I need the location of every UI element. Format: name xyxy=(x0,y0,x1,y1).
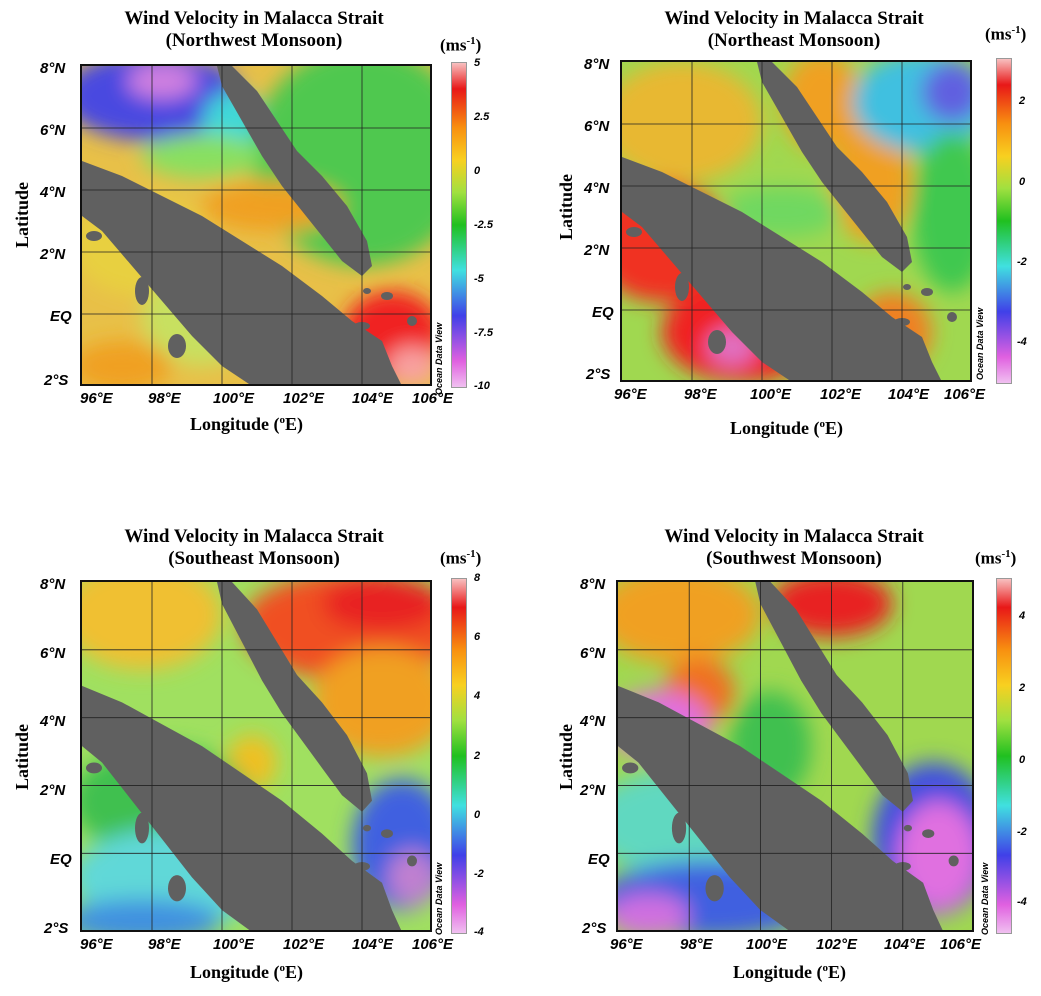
y-axis-label: Latitude xyxy=(12,723,32,790)
lat-tick: 2°N xyxy=(580,782,606,799)
lat-tick: 2°S xyxy=(586,366,611,383)
panel-title: Wind Velocity in Malacca Strait (Southea… xyxy=(124,526,384,569)
y-axis-label: Latitude xyxy=(556,723,576,790)
lat-tick: 2°N xyxy=(40,782,66,799)
lon-tick: 100°E xyxy=(750,386,792,403)
lon-tick: 96°E xyxy=(614,386,647,403)
colorbar-tick: 0 xyxy=(1019,176,1026,188)
colorbar-tick: -10 xyxy=(474,380,490,392)
lon-tick: 98°E xyxy=(148,390,181,407)
colorbar xyxy=(451,578,467,934)
lon-tick: 106°E xyxy=(940,936,982,953)
lon-tick: 100°E xyxy=(213,390,255,407)
colorbar-tick: -5 xyxy=(474,273,484,285)
lat-tick: 4°N xyxy=(40,713,66,730)
x-axis-label: Longitude (oE) xyxy=(733,962,847,982)
panel-title: Wind Velocity in Malacca Strait (Southwe… xyxy=(664,526,924,569)
colorbar-tick: -7.5 xyxy=(474,327,493,339)
lon-tick: 98°E xyxy=(148,936,181,953)
colorbar-tick: 5 xyxy=(474,57,481,69)
lat-tick: 2°S xyxy=(44,372,69,389)
lat-tick: 8°N xyxy=(40,576,66,593)
lon-tick: 100°E xyxy=(746,936,788,953)
colorbar xyxy=(451,62,467,388)
lon-tick: 96°E xyxy=(610,936,643,953)
lon-tick: 102°E xyxy=(816,936,858,953)
lat-tick: 6°N xyxy=(40,122,66,139)
ocean-data-view-credit: Ocean Data View xyxy=(434,862,444,935)
lat-tick: EQ xyxy=(588,851,610,868)
colorbar-tick: -2.5 xyxy=(474,219,493,231)
lat-tick: 6°N xyxy=(584,118,610,135)
unit-label: (ms-1) xyxy=(440,35,482,55)
unit-label: (ms-1) xyxy=(985,24,1027,44)
colorbar-tick: 4 xyxy=(474,690,481,702)
colorbar-tick: 4 xyxy=(1019,610,1026,622)
lat-tick: 8°N xyxy=(40,60,66,77)
lat-tick: 8°N xyxy=(584,56,610,73)
x-axis-label: Longitude (oE) xyxy=(190,414,304,434)
ocean-data-view-credit: Ocean Data View xyxy=(975,307,985,380)
colorbar-tick: -2 xyxy=(1017,256,1027,268)
colorbar-tick: -4 xyxy=(1017,336,1027,348)
colorbar-tick: 6 xyxy=(474,631,481,643)
x-axis-label: Longitude (oE) xyxy=(190,962,304,982)
lon-tick: 106°E xyxy=(412,390,454,407)
lon-tick: 102°E xyxy=(283,936,325,953)
lon-tick: 104°E xyxy=(352,936,394,953)
lon-tick: 102°E xyxy=(820,386,862,403)
wind-velocity-map xyxy=(620,60,972,382)
lat-tick: EQ xyxy=(50,308,72,325)
unit-label: (ms-1) xyxy=(440,548,482,568)
lat-tick: 4°N xyxy=(584,180,610,197)
lat-tick: 2°S xyxy=(44,920,69,937)
colorbar-tick: 0 xyxy=(474,809,481,821)
colorbar-tick: 2 xyxy=(1019,682,1026,694)
wind-velocity-map xyxy=(80,580,432,932)
colorbar-tick: 2 xyxy=(1019,95,1026,107)
colorbar-tick: 2 xyxy=(474,750,481,762)
colorbar-tick: -4 xyxy=(1017,896,1027,908)
lat-tick: EQ xyxy=(50,851,72,868)
lat-tick: 2°S xyxy=(582,920,607,937)
colorbar xyxy=(996,578,1012,934)
wind-velocity-map xyxy=(616,580,974,932)
lat-tick: 6°N xyxy=(580,645,606,662)
panel-title: Wind Velocity in Malacca Strait (Northea… xyxy=(664,8,924,51)
lon-tick: 98°E xyxy=(680,936,713,953)
y-axis-label: Latitude xyxy=(12,181,32,248)
lat-tick: 8°N xyxy=(580,576,606,593)
lon-tick: 96°E xyxy=(80,936,113,953)
lon-tick: 98°E xyxy=(684,386,717,403)
lat-tick: 6°N xyxy=(40,645,66,662)
colorbar xyxy=(996,58,1012,384)
unit-label: (ms-1) xyxy=(975,548,1017,568)
ocean-data-view-credit: Ocean Data View xyxy=(434,322,444,395)
lon-tick: 104°E xyxy=(352,390,394,407)
lon-tick: 100°E xyxy=(213,936,255,953)
x-axis-label: Longitude (oE) xyxy=(730,418,844,438)
lat-tick: 4°N xyxy=(580,713,606,730)
wind-velocity-map xyxy=(80,64,432,386)
lon-tick: 106°E xyxy=(412,936,454,953)
lon-tick: 102°E xyxy=(283,390,325,407)
lon-tick: 104°E xyxy=(884,936,926,953)
lat-tick: EQ xyxy=(592,304,614,321)
ocean-data-view-credit: Ocean Data View xyxy=(980,862,990,935)
colorbar-tick: 0 xyxy=(474,165,481,177)
y-axis-label: Latitude xyxy=(556,173,576,240)
lon-tick: 96°E xyxy=(80,390,113,407)
lat-tick: 4°N xyxy=(40,184,66,201)
colorbar-tick: 8 xyxy=(474,572,481,584)
colorbar-tick: 2.5 xyxy=(474,111,490,123)
colorbar-tick: -2 xyxy=(474,868,484,880)
colorbar-tick: 0 xyxy=(1019,754,1026,766)
lat-tick: 2°N xyxy=(584,242,610,259)
lon-tick: 106°E xyxy=(944,386,986,403)
colorbar-tick: -4 xyxy=(474,926,484,938)
colorbar-tick: -2 xyxy=(1017,826,1027,838)
lon-tick: 104°E xyxy=(888,386,930,403)
lat-tick: 2°N xyxy=(40,246,66,263)
panel-title: Wind Velocity in Malacca Strait (Northwe… xyxy=(124,8,384,51)
